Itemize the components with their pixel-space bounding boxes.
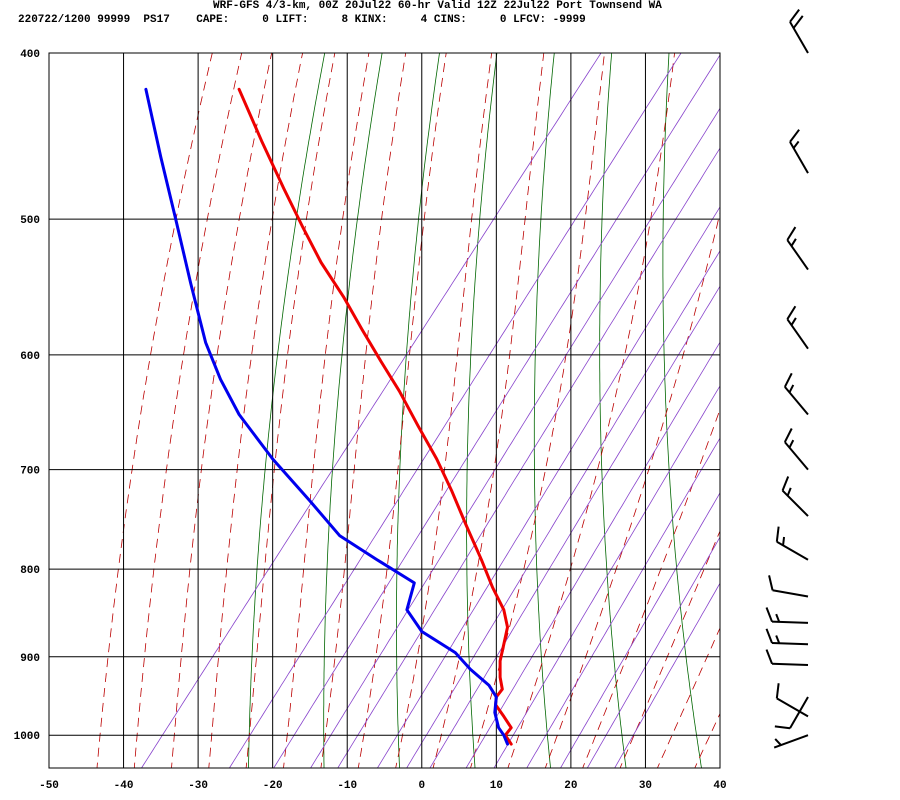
wind-barb (789, 129, 809, 174)
wind-barb (775, 683, 809, 718)
wind-barb (765, 649, 809, 667)
x-tick-label: 20 (564, 780, 577, 792)
x-tick-label: -20 (263, 780, 283, 792)
wind-barb (783, 428, 809, 471)
mixing-ratio-line (376, 206, 720, 768)
dry-adiabat-line (466, 53, 498, 768)
moist-adiabat-line (470, 53, 605, 768)
mixing-ratio-line (526, 437, 720, 768)
y-tick-label: 600 (20, 351, 40, 363)
moist-adiabat-line (656, 627, 720, 768)
mixing-ratio-line (429, 285, 720, 768)
x-tick-label: -40 (114, 780, 134, 792)
moist-adiabat-line (133, 53, 243, 768)
moist-adiabat-line (544, 211, 720, 768)
x-tick-label: 40 (713, 780, 726, 792)
plot-frame (48, 52, 721, 769)
x-tick-label: -10 (337, 780, 357, 792)
moist-adiabat-line (357, 53, 447, 768)
dry-adiabat-line (841, 0, 900, 800)
mixing-ratio-line (310, 107, 720, 768)
header-line-1: WRF-GFS 4/3-km, 00Z 20Jul22 60-hr Valid … (213, 0, 662, 12)
x-tick-label: 30 (639, 780, 652, 792)
y-tick-label: 800 (20, 565, 40, 577)
dry-adiabat-line (724, 0, 784, 800)
moist-adiabat-line (320, 53, 407, 768)
mixing-ratio-line (493, 385, 720, 768)
x-tick-label: 0 (418, 780, 425, 792)
mixing-ratio-line (337, 147, 720, 768)
wind-barb (783, 372, 809, 416)
moist-adiabat-line (582, 408, 720, 768)
dry-adiabat-line (323, 53, 383, 768)
y-tick-label: 700 (20, 466, 40, 478)
wind-barb (775, 526, 809, 561)
mixing-ratio-line (141, 53, 602, 768)
dewpoint-profile-line (144, 87, 509, 746)
wind-barb (773, 734, 809, 749)
wind-barb (781, 476, 809, 517)
wind-barb (765, 628, 809, 646)
mixing-ratio-line (228, 53, 682, 768)
wind-barb (786, 305, 809, 350)
wind-barb (789, 9, 809, 54)
mixing-ratio-line (560, 492, 720, 768)
moist-adiabat-line (694, 712, 720, 768)
header-line-2: 220722/1200 99999 PS17 CAPE: 0 LIFT: 8 K… (18, 14, 586, 26)
moist-adiabat-line (619, 530, 720, 768)
moist-adiabat-line (96, 53, 213, 768)
wind-barb (774, 696, 809, 730)
wind-barb (765, 607, 809, 624)
mixing-ratio-line (614, 582, 720, 768)
dry-adiabat-line (248, 53, 326, 768)
y-tick-label: 900 (20, 653, 40, 665)
wind-barb (768, 575, 809, 598)
moist-adiabat-line (208, 53, 304, 768)
mixing-ratio-line (586, 536, 720, 768)
wind-barb (786, 226, 809, 271)
x-tick-label: 10 (490, 780, 503, 792)
mixing-ratio-line (465, 341, 720, 768)
y-tick-label: 1000 (14, 731, 40, 743)
y-tick-label: 500 (20, 215, 40, 227)
x-tick-label: -50 (39, 780, 59, 792)
y-tick-label: 400 (20, 49, 40, 61)
moist-adiabat-line (432, 53, 545, 768)
moist-adiabat-line (171, 53, 273, 768)
dry-adiabat-line (396, 53, 440, 768)
mixing-ratio-line (273, 54, 720, 768)
temperature-profile-line (237, 87, 513, 746)
x-tick-label: -30 (188, 780, 208, 792)
